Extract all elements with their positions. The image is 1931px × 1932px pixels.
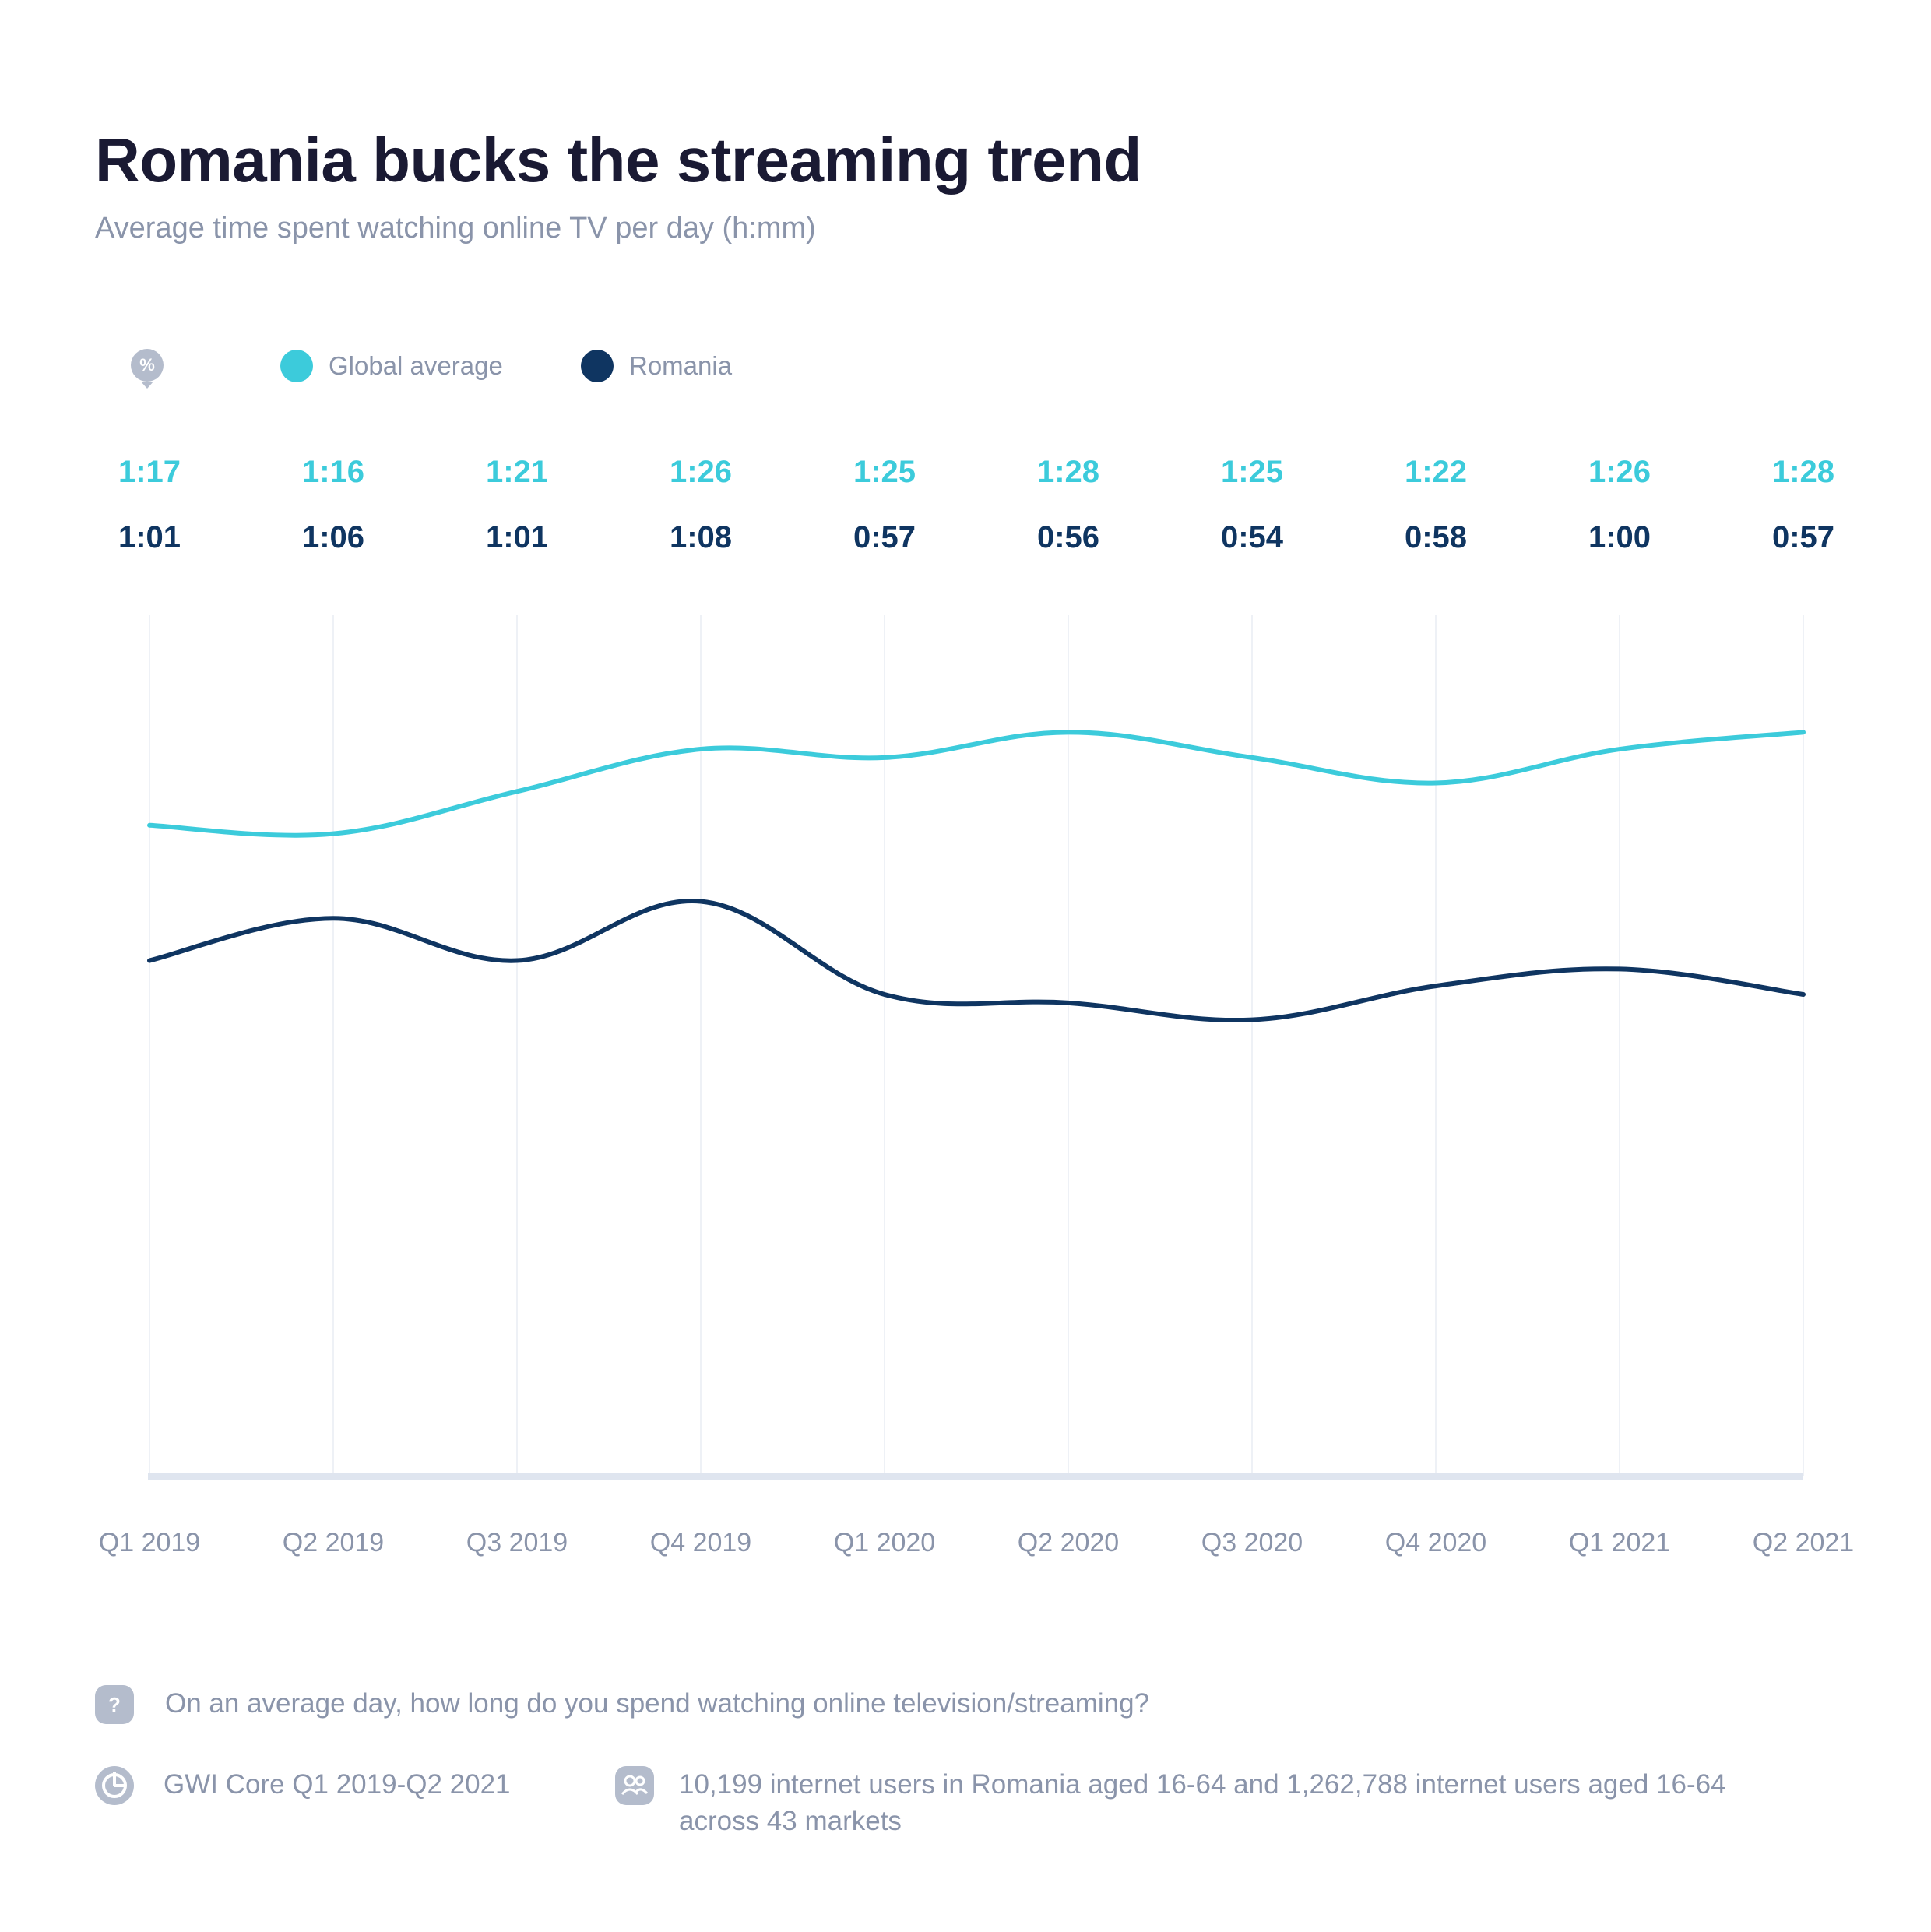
x-tick-label: Q4 2020 bbox=[1385, 1528, 1486, 1557]
value-label-romania: 1:01 bbox=[118, 520, 181, 554]
x-tick-label: Q1 2021 bbox=[1569, 1528, 1670, 1557]
x-tick-label: Q3 2019 bbox=[466, 1528, 568, 1557]
question-icon: ? bbox=[95, 1685, 134, 1724]
value-label-global: 1:16 bbox=[301, 455, 365, 489]
source-chart-icon bbox=[95, 1766, 134, 1805]
x-axis-baseline bbox=[148, 1473, 1803, 1480]
value-label-romania: 0:58 bbox=[1404, 520, 1468, 554]
x-tick-label: Q2 2019 bbox=[283, 1528, 384, 1557]
value-label-romania: 0:54 bbox=[1220, 520, 1284, 554]
chart-subtitle: Average time spent watching online TV pe… bbox=[95, 212, 816, 245]
pie-chart-icon bbox=[102, 1772, 127, 1798]
series-line-global-average bbox=[147, 730, 1806, 838]
x-axis-labels: Q1 2019 Q2 2019 Q3 2019 Q4 2019 Q1 2020 Q2 20… bbox=[99, 1528, 1854, 1557]
x-tick-label: Q1 2019 bbox=[99, 1528, 200, 1557]
users-icon bbox=[615, 1766, 654, 1805]
value-label-romania: 1:06 bbox=[301, 520, 365, 554]
value-label-romania: 0:56 bbox=[1036, 520, 1100, 554]
legend-item-romania: Romania bbox=[581, 349, 732, 383]
survey-question: On an average day, how long do you spend… bbox=[165, 1688, 1150, 1719]
value-label-romania: 0:57 bbox=[1771, 520, 1835, 554]
value-label-global: 1:25 bbox=[853, 455, 916, 489]
x-tick-label: Q4 2019 bbox=[650, 1528, 751, 1557]
value-label-romania: 1:01 bbox=[485, 520, 549, 554]
x-tick-label: Q3 2020 bbox=[1201, 1528, 1303, 1557]
value-label-global: 1:22 bbox=[1404, 455, 1468, 489]
value-label-global: 1:25 bbox=[1220, 455, 1284, 489]
people-icon bbox=[621, 1775, 649, 1796]
data-source: GWI Core Q1 2019-Q2 2021 bbox=[164, 1769, 511, 1800]
chart-title: Romania bucks the streaming trend bbox=[95, 125, 1141, 195]
legend-label-romania: Romania bbox=[629, 351, 733, 380]
gridlines bbox=[149, 615, 1804, 1476]
value-label-global: 1:28 bbox=[1036, 455, 1100, 489]
value-label-global: 1:21 bbox=[485, 455, 549, 489]
legend-dot-romania bbox=[581, 350, 614, 382]
x-tick-label: Q2 2021 bbox=[1753, 1528, 1854, 1557]
value-label-global: 1:26 bbox=[1588, 455, 1651, 489]
value-label-global: 1:17 bbox=[118, 455, 181, 489]
value-label-romania: 1:08 bbox=[669, 520, 733, 554]
series-line-romania bbox=[147, 899, 1806, 1023]
legend-item-global: Global average bbox=[280, 349, 503, 383]
value-label-romania: 0:57 bbox=[853, 520, 916, 554]
x-tick-label: Q1 2020 bbox=[834, 1528, 935, 1557]
percent-icon: % bbox=[131, 349, 164, 389]
value-label-global: 1:28 bbox=[1771, 455, 1835, 489]
legend-dot-global bbox=[280, 350, 313, 382]
legend-label-global: Global average bbox=[329, 351, 503, 380]
value-label-romania: 1:00 bbox=[1588, 520, 1651, 554]
x-tick-label: Q2 2020 bbox=[1018, 1528, 1119, 1557]
series-lines bbox=[147, 730, 1806, 1023]
value-label-global: 1:26 bbox=[669, 455, 733, 489]
sample-description: 10,199 internet users in Romania aged 16… bbox=[679, 1769, 1726, 1836]
